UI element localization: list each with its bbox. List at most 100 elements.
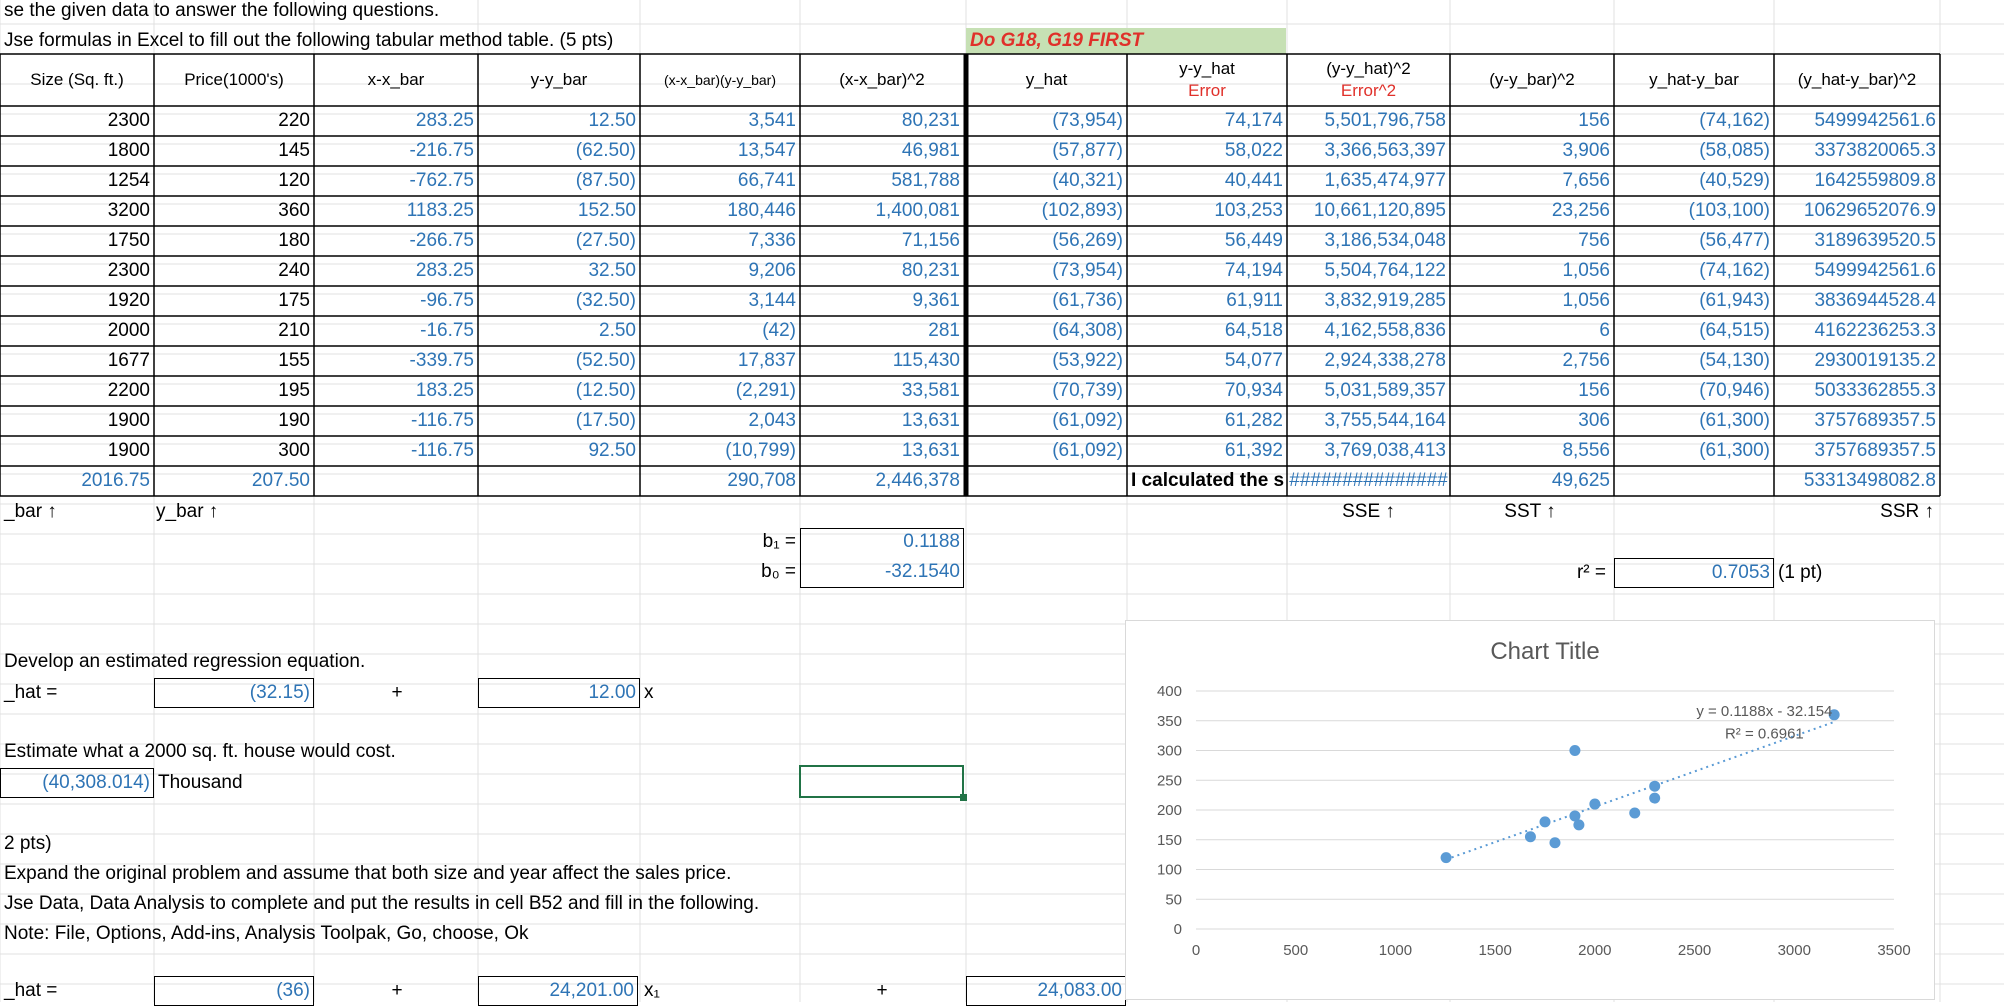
multi-b1-cell[interactable]: 24,201.00 <box>549 980 634 1001</box>
cell-prod[interactable]: 66,741 <box>737 170 796 191</box>
cell-resid[interactable]: 61,911 <box>1226 290 1283 311</box>
cell-price[interactable]: 220 <box>278 110 310 131</box>
cell-yhatdev2[interactable]: 5499942561.6 <box>1814 260 1936 281</box>
cell-xdev2[interactable]: 80,231 <box>901 110 960 131</box>
estimate-cell[interactable]: (40,308.014) <box>42 772 150 793</box>
cell-prod[interactable]: 2,043 <box>748 410 796 431</box>
total-xdev2[interactable]: 2,446,378 <box>875 470 960 491</box>
cell-yhatdev2[interactable]: 5033362855.3 <box>1814 380 1936 401</box>
cell-yhatdev[interactable]: (103,100) <box>1688 200 1770 221</box>
cell-price[interactable]: 195 <box>278 380 310 401</box>
cell-yhat[interactable]: (53,922) <box>1052 350 1123 371</box>
cell-resid2[interactable]: 2,924,338,278 <box>1324 350 1446 371</box>
cell-yhat[interactable]: (73,954) <box>1052 260 1123 281</box>
r2-cell[interactable]: 0.7053 <box>1711 562 1770 583</box>
cell-yhatdev[interactable]: (58,085) <box>1699 140 1770 161</box>
cell-price[interactable]: 240 <box>278 260 310 281</box>
cell-yhat[interactable]: (102,893) <box>1041 200 1123 221</box>
cell-yhat[interactable]: (56,269) <box>1052 230 1123 251</box>
cell-ydev[interactable]: 32.50 <box>588 260 636 281</box>
cell-yhatdev[interactable]: (40,529) <box>1699 170 1770 191</box>
cell-yhatdev[interactable]: (70,946) <box>1699 380 1770 401</box>
cell-ydev[interactable]: 92.50 <box>588 440 636 461</box>
cell-resid2[interactable]: 5,031,589,357 <box>1324 380 1446 401</box>
cell-resid2[interactable]: 4,162,558,836 <box>1324 320 1446 341</box>
cell-size[interactable]: 1900 <box>107 410 150 431</box>
cell-ydev2[interactable]: 156 <box>1578 380 1610 401</box>
total-size[interactable]: 2016.75 <box>81 470 150 491</box>
total-prod[interactable]: 290,708 <box>727 470 796 491</box>
cell-ydev2[interactable]: 8,556 <box>1562 440 1610 461</box>
multi-b0-cell[interactable]: (36) <box>276 980 310 1001</box>
total-resid2[interactable]: ############### <box>1289 470 1448 491</box>
cell-ydev2[interactable]: 7,656 <box>1562 170 1610 191</box>
cell-xdev[interactable]: 283.25 <box>415 110 474 131</box>
cell-xdev2[interactable]: 1,400,081 <box>875 200 960 221</box>
cell-prod[interactable]: 3,541 <box>748 110 796 131</box>
cell-yhat[interactable]: (73,954) <box>1052 110 1123 131</box>
cell-size[interactable]: 1900 <box>107 440 150 461</box>
cell-ydev[interactable]: (87.50) <box>575 170 636 191</box>
cell-resid[interactable]: 70,934 <box>1224 380 1283 401</box>
cell-yhatdev2[interactable]: 3757689357.5 <box>1814 440 1936 461</box>
cell-xdev2[interactable]: 80,231 <box>901 260 960 281</box>
cell-prod[interactable]: 17,837 <box>737 350 796 371</box>
cell-yhatdev2[interactable]: 10629652076.9 <box>1803 200 1936 221</box>
cell-yhatdev2[interactable]: 5499942561.6 <box>1814 110 1936 131</box>
cell-resid[interactable]: 58,022 <box>1224 140 1283 161</box>
cell-resid2[interactable]: 3,755,544,164 <box>1324 410 1446 431</box>
cell-ydev2[interactable]: 1,056 <box>1562 260 1610 281</box>
equation-b0-cell[interactable]: (32.15) <box>249 682 310 703</box>
cell-size[interactable]: 2200 <box>107 380 150 401</box>
cell-prod[interactable]: 13,547 <box>737 140 796 161</box>
cell-xdev2[interactable]: 115,430 <box>892 350 960 371</box>
cell-prod[interactable]: 7,336 <box>748 230 796 251</box>
cell-yhatdev[interactable]: (74,162) <box>1699 260 1770 281</box>
total-ydev2[interactable]: 49,625 <box>1551 470 1610 491</box>
active-cell-cursor[interactable] <box>799 765 967 801</box>
cell-resid2[interactable]: 5,501,796,758 <box>1324 110 1446 131</box>
cell-yhatdev[interactable]: (61,300) <box>1699 410 1770 431</box>
cell-xdev[interactable]: -96.75 <box>420 290 474 311</box>
total-price[interactable]: 207.50 <box>251 470 310 491</box>
cell-xdev[interactable]: 283.25 <box>415 260 474 281</box>
cell-yhat[interactable]: (57,877) <box>1052 140 1123 161</box>
equation-b1-cell[interactable]: 12.00 <box>588 682 636 703</box>
cell-xdev[interactable]: -216.75 <box>409 140 474 161</box>
cell-ydev[interactable]: (62.50) <box>575 140 636 161</box>
multi-b2-cell[interactable]: 24,083.00 <box>1037 980 1122 1001</box>
cell-yhatdev2[interactable]: 4162236253.3 <box>1814 320 1936 341</box>
cell-yhatdev[interactable]: (74,162) <box>1699 110 1770 131</box>
cell-price[interactable]: 175 <box>278 290 310 311</box>
cell-size[interactable]: 2000 <box>107 320 150 341</box>
cell-size[interactable]: 2300 <box>107 260 150 281</box>
cell-price[interactable]: 180 <box>278 230 310 251</box>
cell-yhat[interactable]: (61,092) <box>1052 440 1123 461</box>
cell-yhatdev2[interactable]: 3373820065.3 <box>1814 140 1936 161</box>
cell-resid2[interactable]: 5,504,764,122 <box>1324 260 1446 281</box>
cell-prod[interactable]: 9,206 <box>748 260 796 281</box>
cell-ydev2[interactable]: 1,056 <box>1562 290 1610 311</box>
cell-xdev2[interactable]: 281 <box>928 320 960 341</box>
total-yhatdev2[interactable]: 53313498082.8 <box>1803 470 1936 491</box>
cell-prod[interactable]: 3,144 <box>748 290 796 311</box>
cell-yhat[interactable]: (64,308) <box>1052 320 1123 341</box>
cell-xdev2[interactable]: 71,156 <box>901 230 960 251</box>
cell-price[interactable]: 145 <box>278 140 310 161</box>
cell-resid2[interactable]: 3,186,534,048 <box>1324 230 1446 251</box>
cell-ydev2[interactable]: 6 <box>1599 320 1610 341</box>
cell-prod[interactable]: (2,291) <box>735 380 796 401</box>
cell-resid[interactable]: 40,441 <box>1224 170 1283 191</box>
cell-resid[interactable]: 103,253 <box>1214 200 1283 221</box>
cell-yhatdev2[interactable]: 2930019135.2 <box>1814 350 1936 371</box>
cell-xdev[interactable]: -339.75 <box>409 350 474 371</box>
cell-yhatdev2[interactable]: 1642559809.8 <box>1814 170 1936 191</box>
cell-xdev2[interactable]: 13,631 <box>901 410 960 431</box>
b0-cell[interactable]: -32.1540 <box>884 561 960 582</box>
cell-price[interactable]: 300 <box>278 440 310 461</box>
cell-resid2[interactable]: 10,661,120,895 <box>1313 200 1446 221</box>
cell-yhatdev2[interactable]: 3836944528.4 <box>1814 290 1936 311</box>
cell-yhatdev[interactable]: (61,943) <box>1699 290 1770 311</box>
cell-ydev2[interactable]: 23,256 <box>1551 200 1610 221</box>
cell-resid2[interactable]: 3,366,563,397 <box>1324 140 1446 161</box>
